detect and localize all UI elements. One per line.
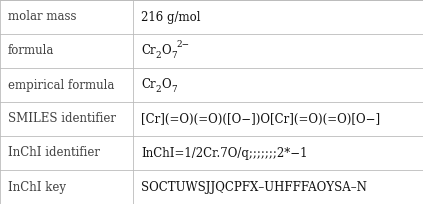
Text: 2: 2 <box>156 85 161 94</box>
Text: O: O <box>161 79 171 92</box>
Text: 216 g/mol: 216 g/mol <box>141 10 201 23</box>
Text: [Cr](=O)(=O)([O−])O[Cr](=O)(=O)[O−]: [Cr](=O)(=O)([O−])O[Cr](=O)(=O)[O−] <box>141 112 380 125</box>
Text: InChI=1/2Cr.7O/q;;;;;;;2*−1: InChI=1/2Cr.7O/q;;;;;;;2*−1 <box>141 146 308 160</box>
Text: O: O <box>161 44 171 58</box>
Text: Cr: Cr <box>141 44 156 58</box>
Text: SOCTUWSJJQCPFX–UHFFFAOYSA–N: SOCTUWSJJQCPFX–UHFFFAOYSA–N <box>141 181 367 194</box>
Text: InChI identifier: InChI identifier <box>8 146 100 160</box>
Text: Cr: Cr <box>141 79 156 92</box>
Text: 7: 7 <box>171 51 176 60</box>
Text: 2−: 2− <box>176 40 190 49</box>
Text: SMILES identifier: SMILES identifier <box>8 112 116 125</box>
Text: empirical formula: empirical formula <box>8 79 114 92</box>
Text: InChI key: InChI key <box>8 181 66 194</box>
Text: 7: 7 <box>171 85 176 94</box>
Text: molar mass: molar mass <box>8 10 77 23</box>
Text: 2: 2 <box>156 51 161 60</box>
Text: formula: formula <box>8 44 55 58</box>
